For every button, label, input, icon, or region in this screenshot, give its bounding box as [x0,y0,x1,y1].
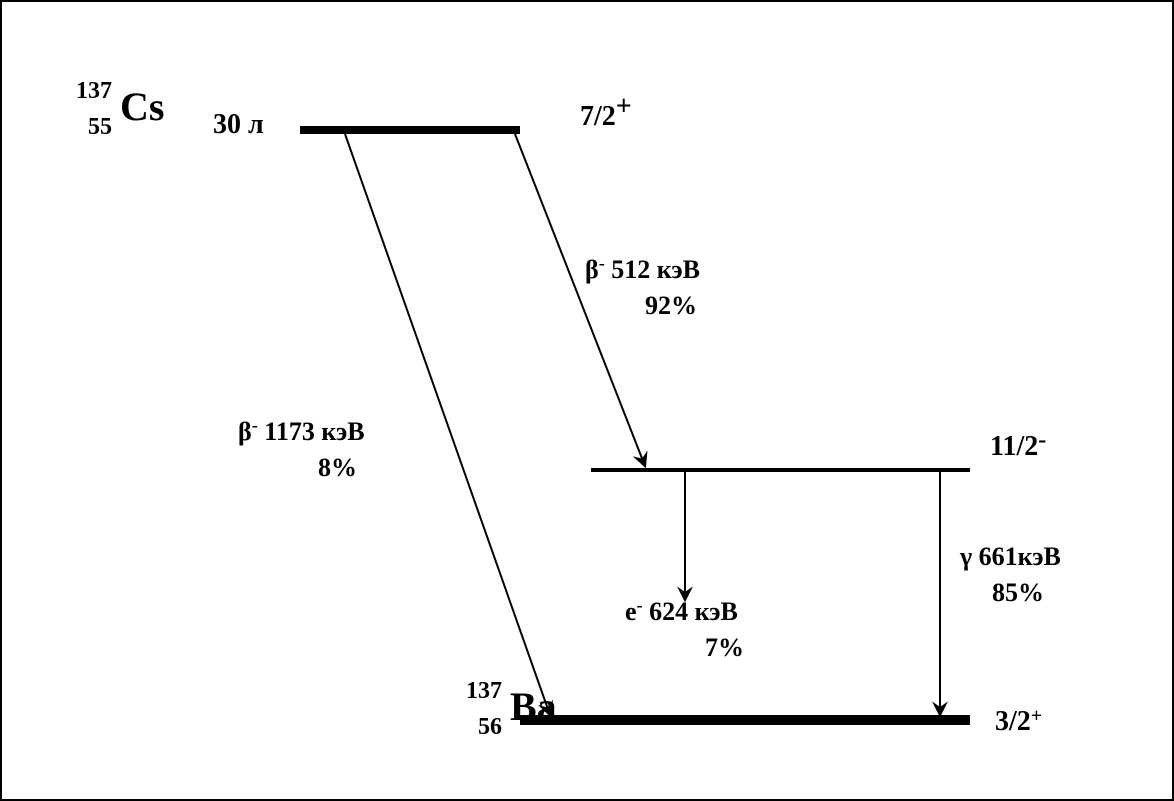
parent-nuclide-symbol: Cs [120,84,164,129]
transition-line2-0: 8% [318,453,357,482]
arrow-beta2 [515,134,645,466]
diagram-frame: Cs 137 55 Ba13756 30 л 7/2+ 11/2- 3/2+ β- 1173 к… [0,0,1174,801]
transition-label-1: β- 512 кэВ 92% [585,253,700,320]
transition-line2-1: 92% [645,291,697,320]
transition-line1-2: e- 624 кэВ [625,595,738,626]
daughter-nuclide-z: 56 [478,714,502,740]
transition-label-0: β- 1173 кэВ 8% [238,415,365,482]
parent-nuclide-mass: 137 [76,78,112,104]
spin-ba_gs: 3/2+ [995,705,1042,737]
daughter-nuclide: Ba13756 [466,678,557,740]
daughter-nuclide-mass: 137 [466,678,502,704]
decay-diagram-svg: Cs 137 55 Ba13756 30 л 7/2+ 11/2- 3/2+ β- 1173 к… [0,0,1174,801]
transition-label-2: e- 624 кэВ 7% [625,595,744,662]
transition-label-3: γ 661кэВ 85% [959,542,1061,607]
halflife-label: 30 л [213,109,264,140]
spin-ba_ex: 11/2- [990,427,1046,462]
arrow-beta1 [345,134,550,715]
parent-nuclide: Cs 137 55 [76,78,164,140]
transition-line1-0: β- 1173 кэВ [238,415,365,446]
transition-line2-3: 85% [992,578,1044,607]
parent-nuclide-z: 55 [88,114,112,140]
transition-line1-3: γ 661кэВ [959,542,1061,571]
transition-line1-1: β- 512 кэВ [585,253,700,284]
transition-line2-2: 7% [705,633,744,662]
spin-cs_gs: 7/2+ [580,91,632,132]
